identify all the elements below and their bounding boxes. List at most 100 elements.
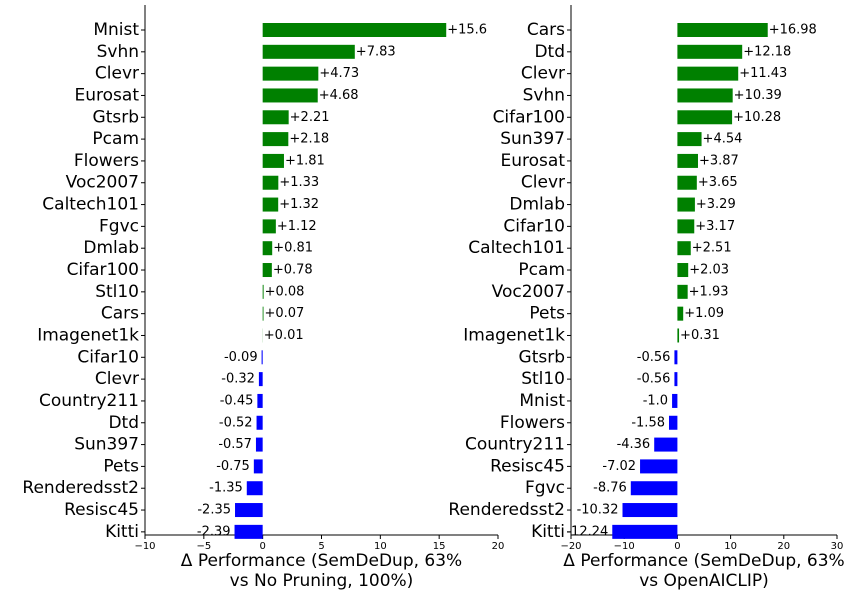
data-label: +0.01: [264, 328, 304, 343]
y-tick-label: Flowers: [74, 151, 139, 171]
y-tick-label: Eurosat: [75, 85, 140, 105]
data-label: +16.98: [769, 23, 817, 38]
x-tick-label: 10: [724, 541, 737, 552]
y-tick-label: Mnist: [93, 20, 139, 40]
bar: [262, 197, 279, 212]
y-tick-label: Clevr: [95, 64, 139, 84]
x-axis-label: vs OpenAICLIP): [639, 571, 769, 590]
data-label: -12.24: [566, 524, 608, 539]
data-label: +4.54: [703, 132, 743, 147]
y-tick-label: Clevr: [521, 173, 565, 193]
data-label: -10.32: [577, 503, 619, 518]
data-label: +2.03: [689, 263, 729, 278]
x-tick-label: 20: [492, 541, 505, 552]
bar: [677, 23, 768, 37]
data-label: -1.35: [209, 481, 243, 496]
x-tick-label: −20: [560, 541, 581, 552]
y-tick-label: Caltech101: [468, 238, 565, 258]
y-tick-label: Svhn: [523, 85, 565, 105]
data-label: +0.31: [680, 328, 720, 343]
bar: [246, 481, 263, 496]
bar: [677, 110, 733, 125]
bar: [262, 88, 318, 103]
data-label: +0.78: [273, 263, 313, 278]
data-label: -7.02: [602, 459, 636, 474]
y-tick-label: Svhn: [97, 42, 139, 62]
bar: [672, 393, 678, 408]
bar: [677, 263, 689, 278]
bar: [235, 503, 263, 518]
y-tick-label: Clevr: [95, 369, 139, 389]
bar: [677, 219, 695, 234]
x-tick-label: 0: [674, 541, 680, 552]
y-tick-label: Cars: [527, 20, 565, 40]
y-tick-label: Dmlab: [509, 195, 565, 215]
data-label: +2.51: [692, 241, 732, 256]
x-tick-label: 0: [259, 541, 265, 552]
bar: [262, 241, 273, 256]
data-label: +0.81: [273, 241, 313, 256]
y-tick-label: Gtsrb: [519, 347, 565, 367]
x-axis-label: Δ Performance (SemDeDup, 63%: [181, 551, 462, 571]
bar: [262, 23, 447, 37]
y-tick-label: Sun397: [500, 129, 565, 149]
y-tick-label: Voc2007: [492, 282, 565, 302]
y-tick-label: Cars: [101, 304, 139, 324]
x-tick-label: 20: [777, 541, 790, 552]
data-label: +11.43: [739, 66, 787, 81]
bar: [255, 437, 263, 452]
bar: [674, 372, 678, 387]
data-label: +1.93: [689, 284, 729, 299]
bar: [622, 503, 678, 518]
data-label: -2.35: [197, 503, 231, 518]
y-tick-label: Pets: [103, 456, 139, 476]
data-label: -0.57: [218, 437, 252, 452]
data-label: +7.83: [356, 44, 396, 59]
y-tick-label: Mnist: [519, 391, 565, 411]
data-label: +3.17: [695, 219, 735, 234]
bar: [262, 132, 289, 147]
bar: [677, 88, 733, 103]
y-tick-label: Caltech101: [42, 195, 139, 215]
y-tick-label: Cifar100: [67, 260, 139, 280]
y-tick-label: Stl10: [521, 369, 565, 389]
data-label: +3.29: [696, 197, 736, 212]
data-label: -0.75: [216, 459, 250, 474]
data-label: +1.33: [279, 175, 319, 190]
data-label: -0.09: [224, 350, 258, 365]
data-label: +1.32: [279, 197, 319, 212]
bar: [677, 197, 695, 212]
bar: [654, 437, 678, 452]
data-label: -1.0: [643, 393, 668, 408]
data-label: -1.58: [631, 415, 665, 430]
data-label: +2.18: [289, 132, 329, 147]
data-label: +4.73: [319, 66, 359, 81]
y-tick-label: Country211: [465, 435, 565, 455]
y-tick-label: Sun397: [74, 435, 139, 455]
y-tick-label: Renderedsst2: [22, 478, 139, 498]
data-label: -8.76: [593, 481, 627, 496]
y-tick-label: Eurosat: [501, 151, 566, 171]
data-label: +0.07: [264, 306, 304, 321]
y-tick-label: Clevr: [521, 64, 565, 84]
bar: [668, 415, 678, 430]
bar: [674, 350, 678, 365]
bar: [257, 393, 263, 408]
y-tick-label: Resisc45: [490, 456, 565, 476]
y-tick-label: Resisc45: [64, 500, 139, 520]
bar: [258, 372, 263, 387]
bar: [677, 132, 702, 147]
y-tick-label: Pets: [529, 304, 565, 324]
x-tick-label: −5: [196, 541, 211, 552]
bar: [262, 153, 284, 168]
bar: [262, 263, 272, 278]
bar: [612, 524, 678, 539]
data-label: +2.21: [290, 110, 330, 125]
data-label: +10.39: [734, 88, 782, 103]
data-label: -0.32: [221, 372, 255, 387]
y-tick-label: Country211: [39, 391, 139, 411]
bar: [677, 241, 691, 256]
y-tick-label: Kitti: [531, 522, 565, 542]
bar: [677, 284, 688, 299]
